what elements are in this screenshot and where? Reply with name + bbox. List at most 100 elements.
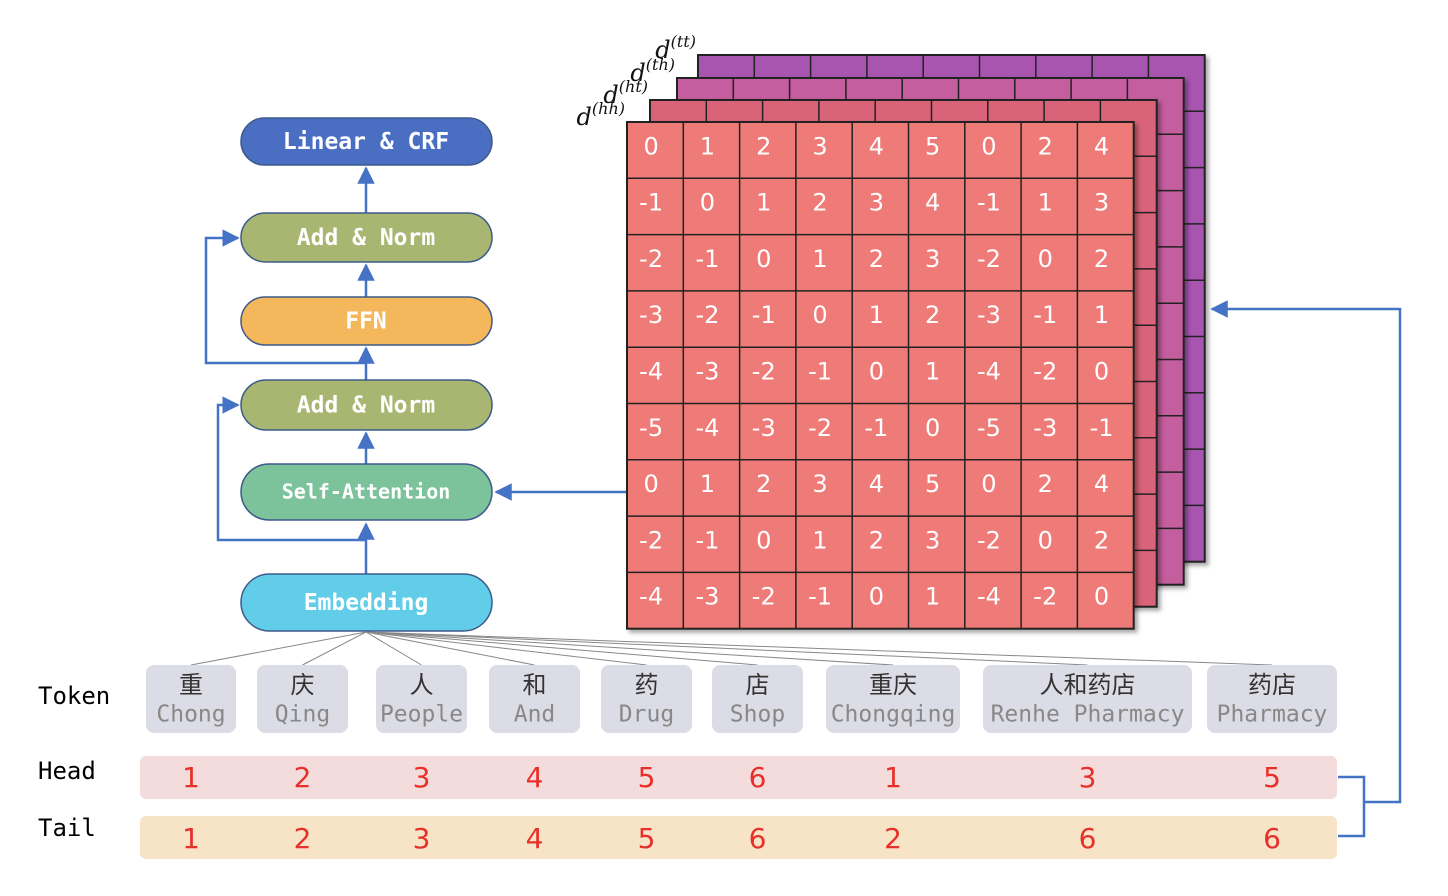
- matrix-value: 1: [812, 526, 827, 554]
- matrix-value: 0: [756, 526, 771, 554]
- layer-label-base: d: [603, 81, 618, 109]
- block-label: Add & Norm: [297, 393, 435, 419]
- tail-band: [140, 816, 1337, 859]
- head-position: 1: [884, 761, 902, 794]
- embedding-link: [302, 631, 367, 666]
- embedding-link: [365, 631, 894, 666]
- matrix-value: -3: [695, 358, 719, 386]
- matrix-value: 2: [1094, 526, 1109, 554]
- matrix-value: 5: [925, 470, 940, 498]
- token-box: [1207, 665, 1337, 733]
- layer-label-sup: (hh): [592, 99, 625, 118]
- distance-matrices: d(tt)d(th)d(ht)d(hh)0 1 2 3 4 5 0 2 4-1 0 1 2 3 4 -1 1 3…: [577, 32, 1206, 630]
- head-position: 5: [638, 761, 656, 794]
- matrix-value: -5: [977, 414, 1001, 442]
- row-label: Token: [38, 682, 110, 710]
- token-latin: Qing: [275, 702, 330, 728]
- matrix-layer: [626, 121, 1135, 630]
- matrix-value: -2: [1033, 583, 1057, 611]
- block: [240, 296, 493, 346]
- head-band: [140, 756, 1337, 799]
- block: [240, 117, 493, 166]
- head-position: 4: [526, 761, 544, 794]
- matrix-value: 1: [700, 470, 715, 498]
- matrix-value: -1: [808, 358, 832, 386]
- token-box: [601, 665, 692, 733]
- matrix-value: 2: [756, 470, 771, 498]
- block-label: Add & Norm: [297, 225, 435, 251]
- matrix-value: 0: [756, 245, 771, 273]
- matrix-value: 3: [869, 189, 884, 217]
- layer-label-sup: (ht): [619, 77, 648, 96]
- matrix-value: 4: [869, 470, 884, 498]
- position-arrow: [1210, 300, 1402, 804]
- tail-position: 2: [294, 822, 312, 855]
- token-chinese: 和: [523, 671, 547, 699]
- matrix-value: -4: [639, 358, 663, 386]
- head-position: 6: [749, 761, 767, 794]
- matrix-value: 1: [756, 189, 771, 217]
- token-latin: Pharmacy: [1217, 702, 1328, 728]
- matrix-value: 3: [812, 132, 827, 160]
- block-label: Embedding: [304, 590, 429, 616]
- embedding-link: [365, 631, 1273, 666]
- layer-label-base: d: [655, 36, 670, 64]
- matrix-value: -2: [752, 583, 776, 611]
- matrix-value: 2: [869, 245, 884, 273]
- row-label: Head: [38, 757, 96, 785]
- embedding-link: [365, 631, 758, 666]
- head-position: 3: [1079, 761, 1097, 794]
- tail-position: 6: [749, 822, 767, 855]
- row-label: Tail: [38, 814, 96, 842]
- matrix-value: 1: [925, 358, 940, 386]
- matrix-value: -3: [752, 414, 776, 442]
- matrix-value: 0: [869, 583, 884, 611]
- token-chinese: 重: [179, 671, 203, 699]
- block: [240, 573, 493, 632]
- matrix-value: 1: [700, 132, 715, 160]
- block: [240, 379, 493, 431]
- matrix-value: 2: [925, 301, 940, 329]
- matrix-value: 4: [1094, 132, 1109, 160]
- matrix-value: 1: [1038, 189, 1053, 217]
- token-latin: People: [380, 702, 463, 728]
- residual-arrow: [204, 229, 366, 365]
- layer-label-base: d: [630, 59, 645, 87]
- matrix-value: 0: [1094, 358, 1109, 386]
- matrix-value: -1: [808, 583, 832, 611]
- block-label: FFN: [345, 309, 387, 335]
- matrix-value: 0: [812, 301, 827, 329]
- matrix-value: -1: [639, 189, 663, 217]
- layer-label-sup: (tt): [671, 32, 696, 51]
- matrix-value: 1: [925, 583, 940, 611]
- token-latin: And: [514, 702, 556, 728]
- tail-position: 3: [413, 822, 431, 855]
- matrix-value: 1: [1094, 301, 1109, 329]
- matrix-value: -2: [639, 245, 663, 273]
- embedding-link: [365, 631, 1088, 666]
- matrix-value: -4: [977, 358, 1001, 386]
- matrix-value: 2: [1094, 245, 1109, 273]
- matrix-value: 0: [981, 470, 996, 498]
- matrix-value: 2: [812, 189, 827, 217]
- matrix-value: -2: [977, 526, 1001, 554]
- matrix-value: -3: [639, 301, 663, 329]
- token-chinese: 重庆: [869, 671, 917, 699]
- matrix-value: -4: [695, 414, 719, 442]
- token-box: [257, 665, 348, 733]
- token-latin: Chongqing: [831, 702, 956, 728]
- matrix-value: -1: [1090, 414, 1114, 442]
- layer-label: d(ht): [603, 77, 648, 109]
- tail-position: 6: [1263, 822, 1281, 855]
- matrix-value: 3: [925, 526, 940, 554]
- matrix-value: -3: [977, 301, 1001, 329]
- matrix-value: 0: [1038, 245, 1053, 273]
- embedding-link: [365, 631, 535, 666]
- token-chinese: 人: [410, 671, 434, 699]
- matrix-value: 0: [644, 470, 659, 498]
- matrix-value: 2: [869, 526, 884, 554]
- bracket: [1338, 775, 1366, 838]
- tail-position: 5: [638, 822, 656, 855]
